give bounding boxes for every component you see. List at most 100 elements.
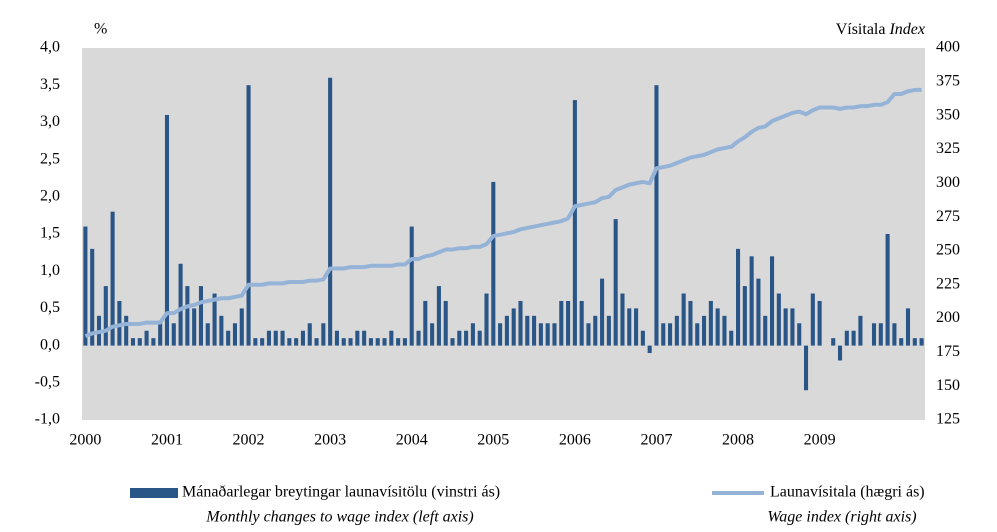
x-tick-label: 2007: [640, 432, 672, 449]
bar: [742, 286, 747, 346]
bar: [226, 330, 231, 346]
bar: [844, 330, 849, 346]
bar: [416, 330, 421, 346]
bar: [124, 315, 129, 346]
bar: [579, 300, 584, 346]
bar: [375, 338, 380, 346]
y-tick-label: 1,5: [40, 225, 60, 242]
bar: [409, 226, 414, 346]
bar: [627, 308, 632, 346]
right-axis-label-is: Vísitala: [836, 21, 886, 38]
bar: [586, 323, 591, 346]
bar: [654, 85, 659, 346]
bar: [899, 338, 904, 346]
bar: [769, 256, 775, 346]
bar: [300, 330, 305, 346]
x-tick-label: 2001: [151, 432, 183, 449]
bar: [661, 323, 666, 346]
legend-label: Launavísitala (hægri ás): [770, 484, 925, 501]
bar: [498, 323, 503, 346]
bar: [368, 338, 373, 346]
bar: [545, 323, 550, 346]
bar: [892, 323, 897, 346]
legend-label-en: Wage index (right axis): [767, 509, 916, 526]
bar: [484, 293, 489, 346]
y-tick-label: 2,0: [40, 187, 60, 204]
bar: [858, 315, 863, 346]
y2-tick-label: 325: [936, 140, 960, 157]
bar: [362, 330, 367, 346]
bar: [572, 100, 577, 346]
bar: [491, 181, 496, 346]
bar: [674, 315, 679, 346]
y2-tick-label: 125: [936, 411, 960, 428]
bar: [681, 293, 686, 346]
bar: [110, 211, 115, 346]
bar: [90, 248, 95, 346]
bar: [688, 300, 693, 346]
bar: [239, 308, 244, 346]
legend-label-en: Monthly changes to wage index (left axis…: [205, 509, 473, 526]
bar: [803, 345, 809, 391]
bar: [450, 338, 455, 346]
bar: [532, 315, 537, 346]
bar: [273, 330, 278, 346]
bar: [831, 338, 836, 346]
bar: [613, 219, 618, 346]
right-axis-label-en: Index: [888, 21, 925, 38]
y2-tick-label: 200: [936, 309, 960, 326]
bar: [266, 330, 271, 346]
line: [84, 87, 922, 338]
x-tick-label: 2009: [804, 432, 836, 449]
bar: [620, 293, 625, 346]
x-tick-label: 2004: [396, 432, 428, 449]
bar: [470, 323, 475, 346]
x-tick-label: 2005: [477, 432, 509, 449]
bar: [817, 300, 822, 346]
bar: [436, 286, 441, 346]
bar: [668, 323, 673, 346]
bar: [593, 315, 598, 346]
x-tick-label: 2008: [722, 432, 754, 449]
bar: [477, 330, 482, 346]
y-tick-label: -0,5: [35, 373, 60, 390]
bar: [552, 323, 557, 346]
bar: [443, 300, 448, 346]
y-tick-label: 3,0: [40, 113, 60, 130]
bar: [144, 330, 149, 346]
bar: [137, 338, 142, 346]
y2-tick-label: 175: [936, 343, 960, 360]
y-tick-label: 2,5: [40, 150, 60, 167]
bar: [382, 338, 387, 346]
bar: [919, 338, 924, 346]
bar: [253, 338, 258, 346]
bar: [878, 323, 883, 346]
bar: [464, 330, 469, 346]
bar: [783, 308, 788, 346]
y2-tick-label: 400: [936, 39, 960, 56]
bar: [314, 338, 319, 346]
bar: [905, 308, 911, 346]
y2-tick-label: 150: [936, 377, 960, 394]
bar: [504, 315, 509, 346]
bar: [566, 300, 571, 346]
bar: [103, 286, 108, 346]
bar: [810, 293, 815, 346]
bar: [790, 308, 795, 346]
x-tick-label: 2003: [314, 432, 346, 449]
bar: [205, 323, 210, 346]
y-tick-label: -1,0: [35, 411, 60, 428]
bar: [212, 293, 217, 346]
bar: [640, 330, 645, 346]
bar: [198, 286, 204, 346]
y2-tick-label: 350: [936, 106, 960, 123]
bar: [912, 338, 917, 346]
bar: [776, 293, 781, 346]
left-axis-label: %: [94, 21, 107, 38]
y-tick-label: 1,0: [40, 262, 60, 279]
bar: [763, 315, 768, 346]
bar: [348, 338, 353, 346]
bar: [260, 338, 265, 346]
bar: [192, 308, 197, 346]
